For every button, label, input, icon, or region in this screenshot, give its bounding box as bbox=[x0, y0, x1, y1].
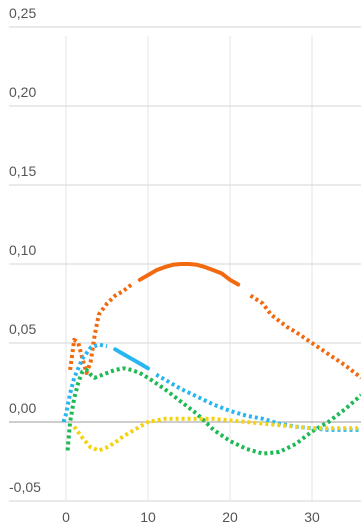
y-tick-label: 0,15 bbox=[9, 163, 36, 179]
series-1-segment-2 bbox=[137, 262, 241, 287]
series-1 bbox=[68, 262, 361, 380]
x-tick-labels: 0 10 20 30 bbox=[62, 509, 320, 524]
y-tick-label: 0,05 bbox=[9, 321, 36, 337]
series-3 bbox=[65, 366, 361, 456]
series-lines bbox=[61, 262, 361, 456]
x-tick-label: 30 bbox=[304, 509, 320, 524]
series-3-segment-1 bbox=[65, 366, 361, 456]
x-tick-label: 0 bbox=[62, 509, 70, 524]
y-tick-labels: 0,25 0,20 0,15 0,10 0,05 0,00 -0,05 bbox=[9, 5, 41, 495]
y-tick-label: 0,25 bbox=[9, 5, 36, 21]
x-tick-label: 20 bbox=[222, 509, 238, 524]
series-2-segment-1 bbox=[61, 342, 108, 423]
series-2-segment-2 bbox=[113, 347, 150, 371]
y-tick-label: 0,10 bbox=[9, 242, 36, 258]
series-4 bbox=[72, 416, 361, 453]
y-tick-label: -0,05 bbox=[9, 479, 41, 495]
y-tick-label: 0,00 bbox=[9, 400, 36, 416]
horizontal-gridlines bbox=[9, 26, 361, 502]
series-1-segment-3 bbox=[249, 293, 361, 380]
series-4-segment-1 bbox=[72, 416, 361, 453]
x-tick-label: 10 bbox=[140, 509, 156, 524]
y-tick-label: 0,20 bbox=[9, 84, 36, 100]
series-1-segment-1 bbox=[68, 282, 133, 375]
